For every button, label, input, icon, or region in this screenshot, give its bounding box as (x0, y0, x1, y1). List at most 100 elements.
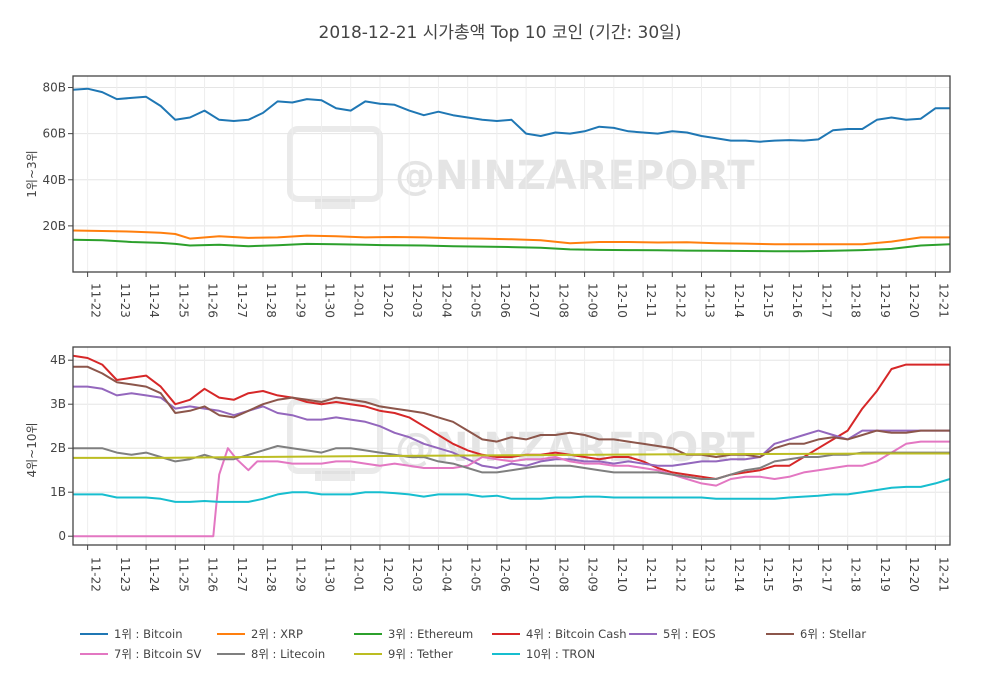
top-ytick-label-2: 60B (42, 127, 66, 141)
bottom-xtick-label-13: 12-05 (469, 557, 483, 592)
bottom-xtick-label-1: 11-23 (118, 557, 132, 592)
top-xtick-label-28: 12-20 (907, 283, 921, 318)
top-plot-frame (72, 75, 951, 273)
legend-label-4: 5위 : EOS (663, 627, 716, 641)
top-xtick-label-17: 12-09 (586, 283, 600, 318)
bottom-series-line-3 (73, 440, 950, 538)
bottom-xtick-label-16: 12-08 (556, 557, 570, 592)
top-xtick-label-7: 11-29 (293, 283, 307, 318)
bottom-xtick-label-9: 12-01 (352, 557, 366, 592)
top-y-axis-label: 1위~3위 (25, 150, 39, 197)
top-xtick-label-15: 12-07 (527, 283, 541, 318)
legend-item-5: 6위 : Stellar (766, 627, 866, 641)
legend-item-1: 2위 : XRP (217, 627, 303, 641)
bottom-plot-frame (72, 346, 951, 546)
bottom-xtick-label-6: 11-28 (264, 557, 278, 592)
bottom-xtick-label-7: 11-29 (293, 557, 307, 592)
legend-item-3: 4위 : Bitcoin Cash (492, 627, 627, 641)
top-ytick-label-1: 40B (42, 173, 66, 187)
legend-label-2: 3위 : Ethereum (388, 627, 473, 641)
bottom-series-line-5 (73, 452, 950, 459)
bottom-xtick-label-11: 12-03 (410, 557, 424, 592)
watermark-stand-icon (315, 199, 355, 209)
bottom-ytick-label-3: 3B (50, 397, 66, 411)
bottom-xtick-label-23: 12-15 (761, 557, 775, 592)
top-xtick-label-29: 12-21 (936, 283, 950, 318)
bottom-series-line-1 (73, 385, 950, 469)
bottom-xtick-label-29: 12-21 (936, 557, 950, 592)
top-xtick-label-13: 12-05 (469, 283, 483, 318)
top-xtick-label-23: 12-15 (761, 283, 775, 318)
top-xtick-label-9: 12-01 (352, 283, 366, 318)
top-xtick-label-5: 11-27 (235, 283, 249, 318)
top-xtick-label-19: 12-11 (644, 283, 658, 318)
bottom-xtick-label-24: 12-16 (790, 557, 804, 592)
top-xtick-label-14: 12-06 (498, 283, 512, 318)
bottom-xtick-label-2: 11-24 (147, 557, 161, 592)
bottom-series-line-2 (73, 365, 950, 458)
top-xtick-label-24: 12-16 (790, 283, 804, 318)
top-xtick-label-26: 12-18 (849, 283, 863, 318)
legend-item-6: 7위 : Bitcoin SV (80, 647, 201, 661)
bottom-xtick-label-19: 12-11 (644, 557, 658, 592)
bottom-ytick-label-0: 0 (58, 529, 66, 543)
legend-item-9: 10위 : TRON (492, 647, 595, 661)
top-series-line-0 (72, 87, 950, 143)
top-series-line-2 (72, 238, 951, 253)
legend-item-8: 9위 : Tether (354, 647, 453, 661)
bottom-xtick-label-22: 12-14 (732, 557, 746, 592)
top-xtick-label-3: 11-25 (176, 283, 190, 318)
bottom-xtick-label-28: 12-20 (907, 557, 921, 592)
top-xtick-label-8: 11-30 (322, 283, 336, 318)
top-ytick-label-0: 20B (42, 219, 66, 233)
top-xtick-label-11: 12-03 (410, 283, 424, 318)
legend-label-3: 4위 : Bitcoin Cash (526, 627, 627, 641)
top-xtick-label-20: 12-12 (673, 283, 687, 318)
bottom-series-line-4 (73, 445, 950, 480)
top-xtick-label-25: 12-17 (819, 283, 833, 318)
top-xtick-label-0: 11-22 (89, 283, 103, 318)
bottom-xtick-label-21: 12-13 (703, 557, 717, 592)
top-xtick-label-2: 11-24 (147, 283, 161, 318)
legend-item-4: 5위 : EOS (629, 627, 716, 641)
top-xtick-label-10: 12-02 (381, 283, 395, 318)
bottom-series-line-6 (73, 478, 951, 503)
bottom-xtick-label-8: 11-30 (322, 557, 336, 592)
bottom-ytick-label-1: 1B (50, 485, 66, 499)
bottom-xtick-label-5: 11-27 (235, 557, 249, 592)
watermark-text: @NINZAREPORT (395, 153, 755, 199)
bottom-xtick-label-0: 11-22 (89, 557, 103, 592)
bottom-xtick-label-12: 12-04 (439, 557, 453, 592)
watermark-stand-icon (315, 471, 355, 481)
bottom-xtick-label-27: 12-19 (878, 557, 892, 592)
top-series-line-1 (72, 229, 950, 246)
top-xtick-label-12: 12-04 (439, 283, 453, 318)
legend-label-8: 9위 : Tether (388, 647, 453, 661)
legend-label-1: 2위 : XRP (251, 627, 303, 641)
watermark-monitor-icon (287, 398, 383, 474)
top-xtick-label-4: 11-26 (206, 283, 220, 318)
bottom-xtick-label-3: 11-25 (176, 557, 190, 592)
bottom-xtick-label-15: 12-07 (527, 557, 541, 592)
bottom-xtick-label-4: 11-26 (206, 557, 220, 592)
top-xtick-label-27: 12-19 (878, 283, 892, 318)
bottom-ytick-label-4: 4B (50, 353, 66, 367)
bottom-xtick-label-10: 12-02 (381, 557, 395, 592)
top-xtick-label-16: 12-08 (556, 283, 570, 318)
legend-item-7: 8위 : Litecoin (217, 647, 325, 661)
top-xtick-label-6: 11-28 (264, 283, 278, 318)
watermark-0: @NINZAREPORT (287, 126, 755, 209)
top-ytick-label-3: 80B (42, 81, 66, 95)
legend-label-9: 10위 : TRON (526, 647, 595, 661)
legend-label-0: 1위 : Bitcoin (114, 627, 183, 641)
top-xtick-label-21: 12-13 (703, 283, 717, 318)
legend-item-0: 1위 : Bitcoin (80, 627, 183, 641)
bottom-y-axis-label: 4위~10위 (25, 422, 39, 477)
bottom-xtick-label-20: 12-12 (673, 557, 687, 592)
watermark-monitor-icon (287, 126, 383, 202)
legend-label-6: 7위 : Bitcoin SV (114, 647, 201, 661)
bottom-xtick-label-18: 12-10 (615, 557, 629, 592)
bottom-ytick-label-2: 2B (50, 441, 66, 455)
